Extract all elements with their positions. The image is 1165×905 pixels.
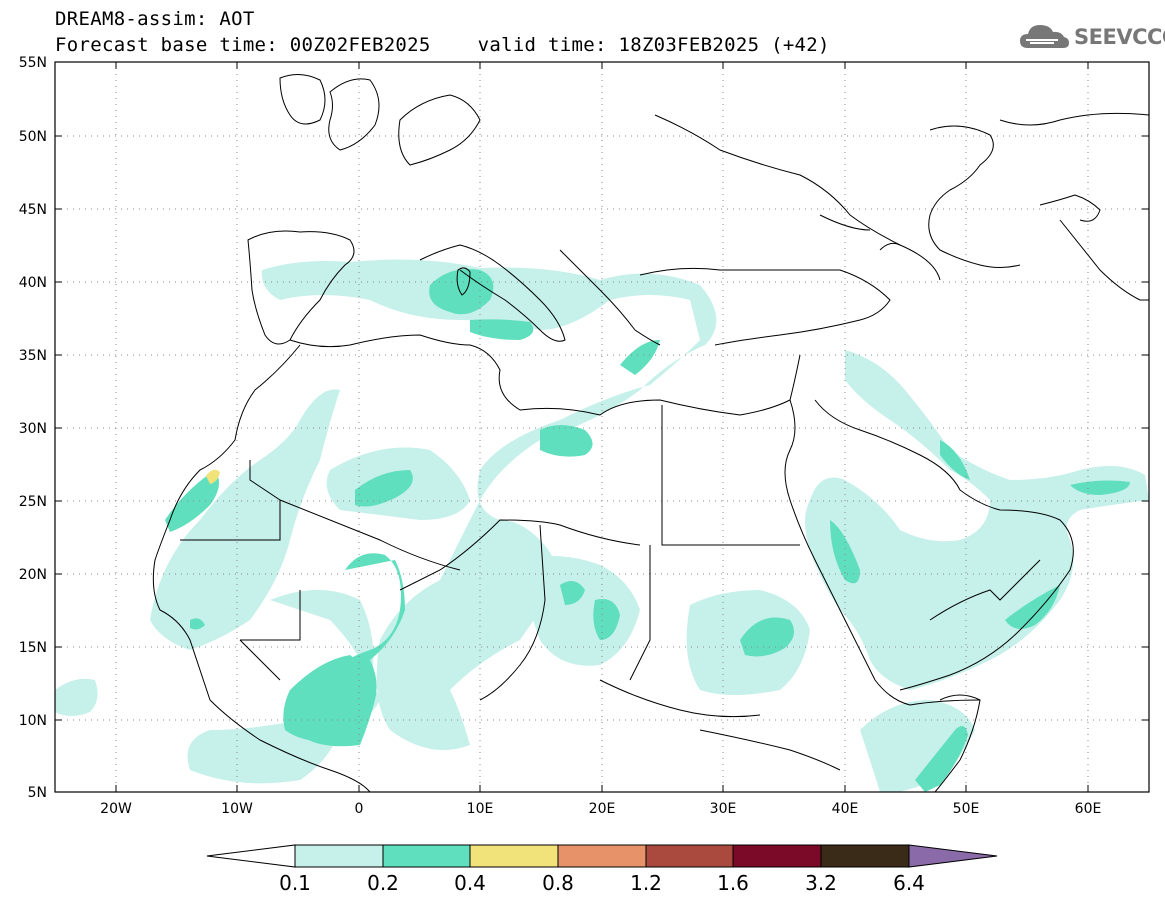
lat-label: 15N: [19, 640, 47, 656]
colorbar-bin: [382, 844, 471, 868]
colorbar-bin: [294, 844, 384, 868]
colorbar-bin: [820, 844, 910, 868]
colorbar-low-arrow: [206, 844, 296, 868]
cloud-icon: [1020, 25, 1069, 48]
colorbar-bin: [557, 844, 647, 868]
lat-labels: 55N 50N 45N 40N 35N 30N 25N 20N 15N 10N …: [19, 55, 47, 801]
lat-ticks: [55, 61, 1149, 721]
lon-label: 10W: [221, 801, 253, 817]
lon-label: 0: [355, 801, 364, 817]
colorbar-label: 1.2: [630, 871, 662, 895]
lat-label: 35N: [19, 348, 47, 364]
colorbar-high-arrow: [908, 844, 998, 868]
aot-shading: [55, 259, 1149, 792]
colorbar-label: 3.2: [805, 871, 837, 895]
colorbar-bin: [732, 844, 822, 868]
coastlines: [152, 74, 1149, 792]
colorbar-label: 1.6: [717, 871, 749, 895]
lon-ticks: [115, 62, 1089, 792]
colorbar-label: 6.4: [893, 871, 925, 895]
lat-label: 55N: [19, 55, 47, 71]
lon-label: 40E: [832, 801, 859, 817]
map-title: DREAM8-assim: AOT: [55, 8, 255, 30]
forecast-times: Forecast base time: 00Z02FEB2025 valid t…: [55, 34, 830, 56]
lon-label: 50E: [953, 801, 980, 817]
colorbar-labels: 0.1 0.2 0.4 0.8 1.2 1.6 3.2 6.4: [279, 871, 925, 895]
lon-label: 20W: [100, 801, 132, 817]
lat-label: 5N: [28, 785, 47, 801]
lat-label: 25N: [19, 494, 47, 510]
colorbar-bin: [469, 844, 559, 868]
grid-lines: [55, 62, 1149, 792]
lon-label: 60E: [1075, 801, 1102, 817]
seevccc-logo: SEEVCCC: [1018, 22, 1165, 52]
lon-labels: 20W 10W 0 10E 20E 30E 40E 50E 60E: [100, 801, 1101, 817]
lon-label: 10E: [467, 801, 494, 817]
lon-label: 20E: [589, 801, 616, 817]
lat-label: 20N: [19, 567, 47, 583]
colorbar: [206, 844, 998, 868]
colorbar-bin: [645, 844, 734, 868]
map-frame: [54, 61, 1150, 793]
lon-label: 30E: [710, 801, 737, 817]
colorbar-label: 0.2: [367, 871, 399, 895]
lat-label: 40N: [19, 275, 47, 291]
lat-label: 50N: [19, 129, 47, 145]
logo-text: SEEVCCC: [1074, 25, 1165, 49]
lat-label: 45N: [19, 202, 47, 218]
colorbar-label: 0.1: [279, 871, 311, 895]
colorbar-label: 0.8: [542, 871, 574, 895]
lat-label: 30N: [19, 421, 47, 437]
colorbar-label: 0.4: [454, 871, 486, 895]
lat-label: 10N: [19, 713, 47, 729]
